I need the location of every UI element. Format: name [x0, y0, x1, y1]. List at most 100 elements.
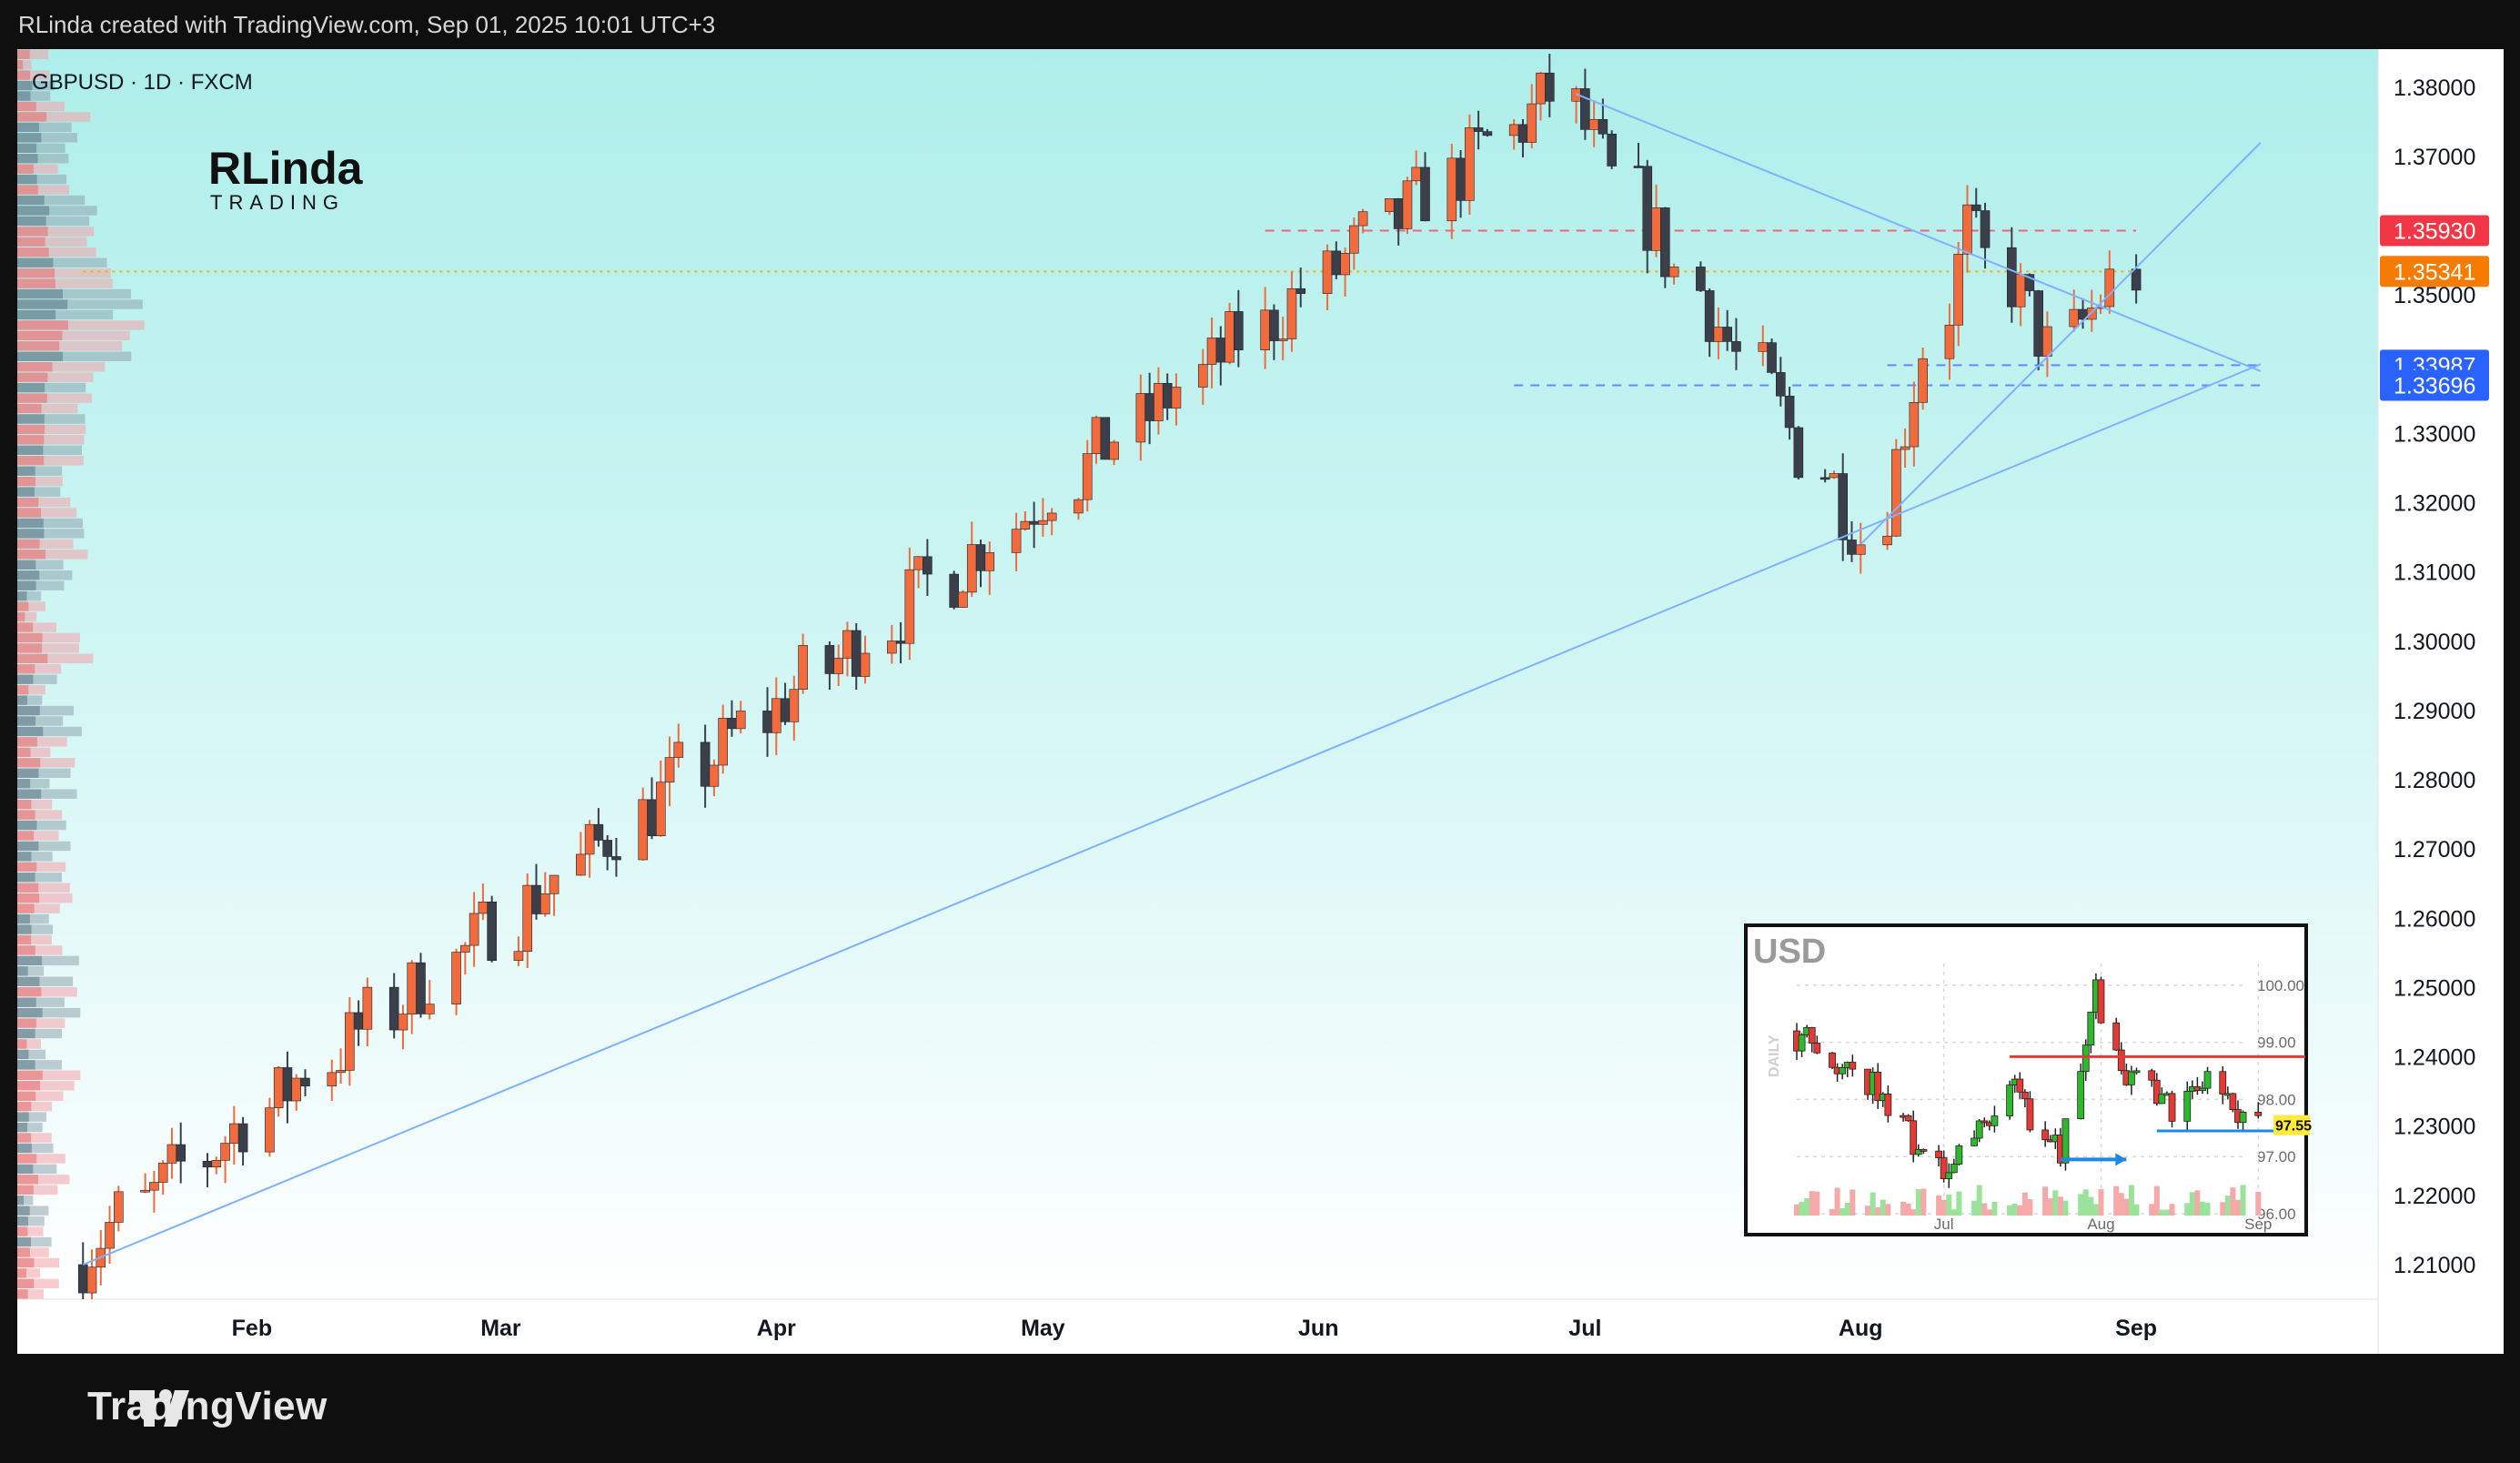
inset-volume-bar — [2082, 1189, 2089, 1216]
chart-frame[interactable]: 1.38000 1.37000 1.35000 1.33000 1.32000 1.310… — [17, 49, 2504, 1354]
volume-profile-bar — [17, 674, 57, 684]
candle — [1340, 247, 1350, 297]
volume-profile-core — [17, 185, 38, 195]
price-tick-label: 1.25000 — [2394, 975, 2475, 1001]
candle — [1420, 152, 1430, 222]
inset-volume-bar — [1986, 1209, 1992, 1216]
price-chart[interactable]: 1.38000 1.37000 1.35000 1.33000 1.32000 1.310… — [17, 49, 2504, 1354]
inset-side-label: DAILY — [1767, 1034, 1782, 1077]
inset-candle — [2168, 1090, 2176, 1128]
inset-candle — [2183, 1081, 2192, 1132]
time-axis[interactable]: Feb Mar Apr May Jun Jul Aug Sep — [232, 1316, 2157, 1341]
candle — [1109, 439, 1119, 466]
inset-candle — [1808, 1026, 1816, 1053]
price-tick-label: 1.23000 — [2394, 1115, 2475, 1140]
volume-profile-core — [17, 758, 41, 768]
price-tick-label: 1.37000 — [2394, 145, 2475, 170]
volume-profile-bar — [17, 466, 63, 476]
volume-profile-bar — [17, 695, 43, 705]
candle — [424, 980, 435, 1020]
inset-title: USD — [1753, 933, 1826, 971]
inset-volume-bar — [1794, 1204, 1799, 1216]
volume-profile-bar — [17, 206, 97, 216]
volume-profile-core — [17, 1060, 35, 1070]
volume-profile-bar — [17, 133, 77, 143]
candle — [1225, 302, 1235, 365]
volume-profile-core — [17, 789, 42, 799]
candle — [922, 539, 932, 596]
volume-profile-core — [17, 643, 43, 653]
candle — [1295, 267, 1306, 308]
volume-profile-core — [17, 195, 45, 206]
volume-profile-bar — [17, 216, 90, 227]
inset-volume-bar — [2088, 1196, 2094, 1216]
volume-profile-core — [17, 466, 35, 476]
inset-candle — [2061, 1118, 2070, 1171]
inset-volume-bar — [2098, 1189, 2104, 1216]
inset-candle — [1940, 1150, 1948, 1183]
volume-profile-bar — [17, 976, 74, 986]
candle — [362, 977, 373, 1047]
inset-candle — [1798, 1033, 1806, 1057]
trendline[interactable] — [1576, 93, 2262, 372]
candle — [211, 1156, 222, 1175]
volume-profile-bar — [17, 550, 88, 560]
symbol-label[interactable]: GBPUSD · 1D · FXCM — [32, 70, 253, 95]
candle — [576, 832, 586, 876]
candle — [1660, 207, 1670, 288]
volume-profile-core — [17, 1185, 34, 1195]
candle — [1234, 289, 1244, 368]
volume-profile-bar — [17, 560, 64, 570]
volume-profile-core — [17, 529, 45, 539]
price-tick-label: 1.21000 — [2394, 1253, 2475, 1278]
inset-candle — [2128, 1065, 2135, 1095]
candle — [487, 895, 497, 963]
volume-profile-bar — [17, 903, 60, 913]
volume-profile-bar — [17, 841, 71, 852]
volume-profile-core — [17, 705, 40, 716]
candle — [1891, 439, 1901, 538]
volume-profile-core — [17, 1070, 43, 1081]
inset-volume-bar — [2220, 1202, 2226, 1216]
volume-profile-bar — [17, 726, 82, 737]
price-tick-label: 1.26000 — [2394, 906, 2475, 932]
inset-volume-bar — [2169, 1204, 2175, 1216]
time-tick-label: May — [1021, 1316, 1065, 1341]
candle — [1980, 202, 1991, 269]
volume-profile-core — [17, 903, 35, 913]
candle — [1482, 128, 1493, 137]
trendline[interactable] — [82, 363, 2262, 1266]
price-axis[interactable]: 1.38000 1.37000 1.35000 1.33000 1.32000 1.310… — [2394, 76, 2475, 1278]
volume-profile-core — [17, 497, 39, 508]
volume-profile-core — [17, 1268, 27, 1278]
trendlines[interactable] — [82, 93, 2262, 1266]
volume-profile-bar — [17, 1143, 54, 1154]
volume-profile-bar — [17, 601, 45, 611]
inset-candle — [1945, 1163, 1953, 1188]
volume-profile-core — [17, 456, 45, 466]
volume-profile-bar — [17, 539, 74, 550]
candle — [114, 1186, 124, 1232]
inset-volume-bar — [2057, 1196, 2063, 1216]
inset-volume-bar — [1920, 1188, 1927, 1216]
candle — [300, 1069, 310, 1096]
volume-profile-bar — [17, 341, 123, 351]
candle — [469, 892, 479, 967]
volume-profile-bar — [17, 997, 65, 1007]
volume-profile-bar — [17, 768, 71, 778]
volume-profile-core — [17, 133, 42, 143]
volume-profile-core — [17, 91, 31, 101]
inset-candle — [1904, 1114, 1912, 1122]
candle — [664, 736, 675, 807]
price-tick-label: 1.27000 — [2394, 837, 2475, 863]
candle — [1607, 130, 1617, 169]
price-tick-label: 1.38000 — [2394, 76, 2475, 101]
trendline[interactable] — [1860, 142, 2262, 545]
volume-profile-core — [17, 341, 60, 351]
candle — [265, 1097, 275, 1157]
volume-profile-bar — [17, 112, 91, 122]
volume-profile-bar — [17, 1081, 75, 1091]
volume-profile-core — [17, 976, 40, 986]
candle — [336, 1048, 346, 1085]
volume-profile-core — [17, 206, 50, 216]
